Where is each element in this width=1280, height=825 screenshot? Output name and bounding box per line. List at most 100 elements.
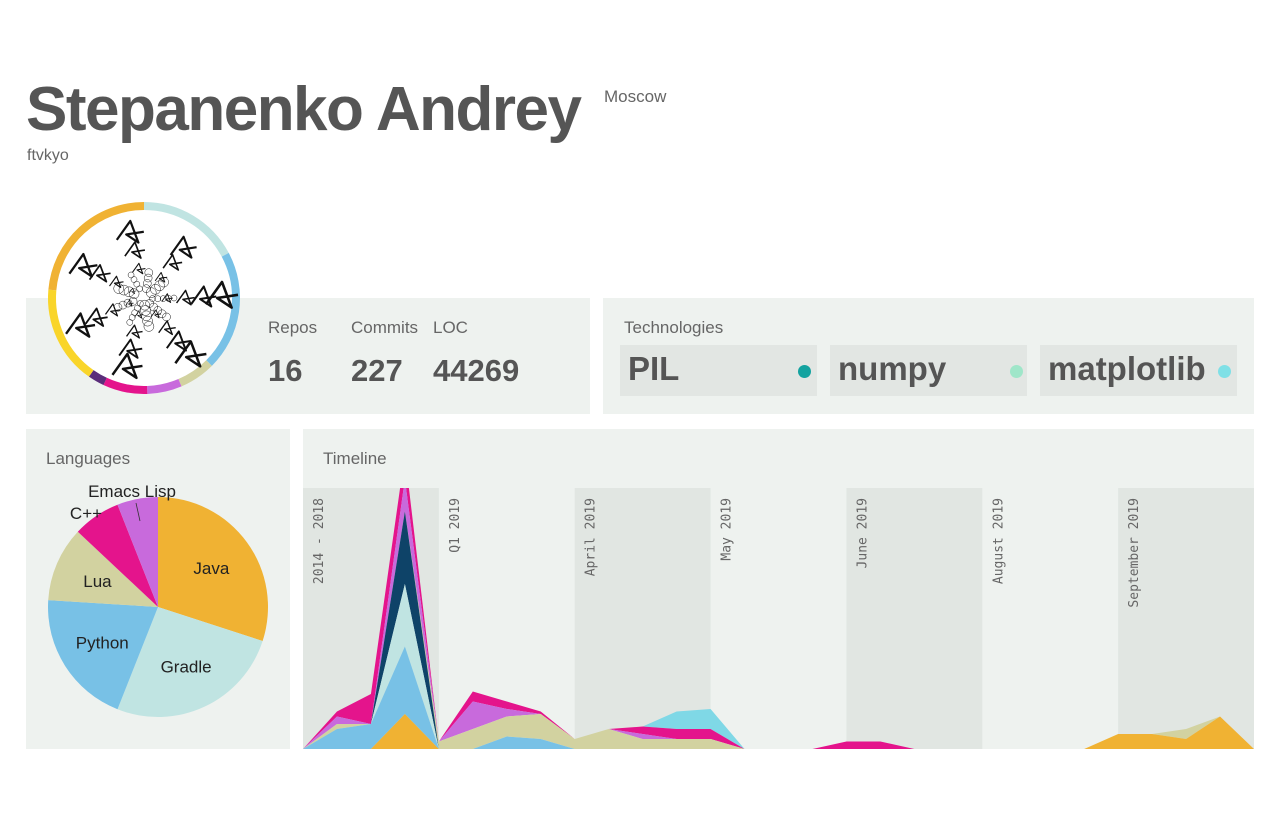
avatar-art-stroke [111, 352, 143, 380]
avatar-art-stroke [162, 312, 171, 322]
avatar-art-stroke [162, 254, 183, 271]
avatar-art-stroke [140, 305, 151, 316]
timeline-area-lua [303, 511, 1254, 749]
pie-label: C++ [70, 504, 102, 523]
avatar-art-stroke [113, 283, 124, 294]
timeline-chart: 2014 - 2018 Q1 2019 April 2019 May 2019 June… [303, 488, 1254, 749]
avatar-art-stroke [154, 295, 162, 302]
pie-label: Gradle [161, 658, 212, 677]
timeline-panel: Timeline 2014 - 2018 Q1 2019 April 2019 May… [303, 429, 1254, 749]
timeline-period-label: September 2019 [1127, 498, 1142, 608]
avatar-art-stroke [158, 320, 176, 336]
pie-label: Lua [83, 572, 112, 591]
avatar-art-stroke [118, 338, 143, 359]
timeline-period-label: May 2019 [720, 498, 735, 561]
avatar-art-stroke [128, 287, 137, 295]
avatar-art-stroke [204, 280, 239, 309]
avatar-art-stroke [139, 299, 150, 311]
languages-panel: Languages Java Gradle Python Lua C++ Emacs Li… [26, 429, 290, 749]
timeline-area-matplotlib [303, 488, 1254, 749]
pie-label: Emacs Lisp [88, 482, 176, 501]
avatar-art-stroke [123, 286, 135, 298]
avatar-language-ring [48, 202, 240, 394]
timeline-period-band [574, 488, 711, 749]
avatar-art-stroke [175, 289, 195, 306]
technologies-panel: Technologies PIL numpy matplotlib [603, 298, 1254, 414]
avatar-art-stroke [146, 287, 157, 298]
timeline-area-gradle [303, 584, 1254, 749]
tech-dot [798, 365, 811, 378]
timeline-area-emacs-lisp [303, 488, 1254, 749]
avatar-ring-segment [143, 202, 229, 257]
avatar-ring-segment [48, 202, 145, 291]
avatar-art-stroke [113, 302, 123, 312]
avatar-art-stroke [128, 288, 140, 299]
pie-slice-emacs-lisp [117, 497, 158, 607]
avatar-art-stroke [159, 295, 167, 302]
avatar-art-stroke [154, 271, 168, 283]
timeline-period-band [846, 488, 983, 749]
profile-name: Stepanenko Andrey [26, 75, 582, 144]
avatar-art-stroke [109, 275, 124, 289]
timeline-period-label: June 2019 [855, 498, 870, 568]
tech-chip-numpy: numpy [830, 345, 1027, 396]
avatar-art-stroke [145, 299, 154, 308]
timeline-period-label: April 2019 [584, 498, 599, 576]
tech-dot [1010, 365, 1023, 378]
avatar-art-stroke [128, 297, 138, 306]
avatar-art-stroke [142, 315, 153, 327]
repos-value: 16 [268, 353, 303, 388]
avatar-art-stroke [161, 293, 173, 303]
tech-chip-pil: PIL [620, 345, 817, 396]
technologies-label: Technologies [624, 318, 724, 337]
timeline-area-kotlin [303, 511, 1254, 749]
languages-label: Languages [46, 449, 131, 468]
timeline-area-c- [303, 488, 1254, 749]
avatar-art-stroke [125, 299, 134, 307]
avatar-art-stroke [126, 324, 143, 339]
avatar-art-stroke [150, 309, 162, 319]
profile-username: ftvkyo [27, 147, 69, 164]
timeline-period-label: August 2019 [991, 498, 1006, 584]
pie-label: Python [76, 633, 129, 652]
tech-name: PIL [628, 350, 680, 387]
avatar-ring-segment [103, 377, 148, 394]
avatar-art-stroke [190, 285, 217, 308]
avatar-image [48, 202, 240, 394]
pie-slice-gradle [117, 607, 263, 717]
avatar-art-stroke [169, 235, 197, 259]
pie-slice-java [158, 497, 268, 641]
avatar-ring-segment [88, 370, 107, 386]
avatar-art-stroke [124, 241, 146, 259]
avatar-art-stroke [127, 271, 135, 279]
avatar-art-stroke [154, 280, 165, 292]
timeline-period-band [1118, 488, 1254, 749]
avatar-art-stroke [157, 309, 167, 319]
avatar-art-stroke [143, 321, 155, 332]
pie-leader-line [135, 502, 141, 522]
tech-name: numpy [838, 350, 947, 387]
avatar [44, 198, 244, 398]
avatar-art-stroke [158, 276, 169, 288]
avatar-art-stroke [170, 294, 178, 302]
tech-name: matplotlib [1048, 350, 1206, 387]
avatar-art-stroke [131, 262, 146, 275]
loc-label: LOC [433, 318, 468, 337]
avatar-art-stroke [143, 273, 153, 283]
avatar-art-stroke [166, 330, 191, 352]
profile-location: Moscow [604, 87, 667, 106]
avatar-art-stroke [65, 312, 96, 338]
timeline-label: Timeline [323, 449, 387, 468]
repos-label: Repos [268, 318, 318, 337]
avatar-ring-segment [48, 289, 94, 377]
pie-label: Java [193, 559, 229, 578]
avatar-art-stroke [84, 307, 108, 327]
commits-label: Commits [351, 318, 419, 337]
avatar-ring-segment [178, 360, 212, 387]
avatar-ring-segment [206, 252, 240, 366]
avatar-art-stroke [115, 219, 144, 244]
avatar-art-stroke [118, 300, 128, 310]
pie-slice-c- [77, 504, 158, 607]
pie-slice-python [47, 600, 158, 710]
tech-chip-matplotlib: matplotlib [1040, 345, 1237, 396]
